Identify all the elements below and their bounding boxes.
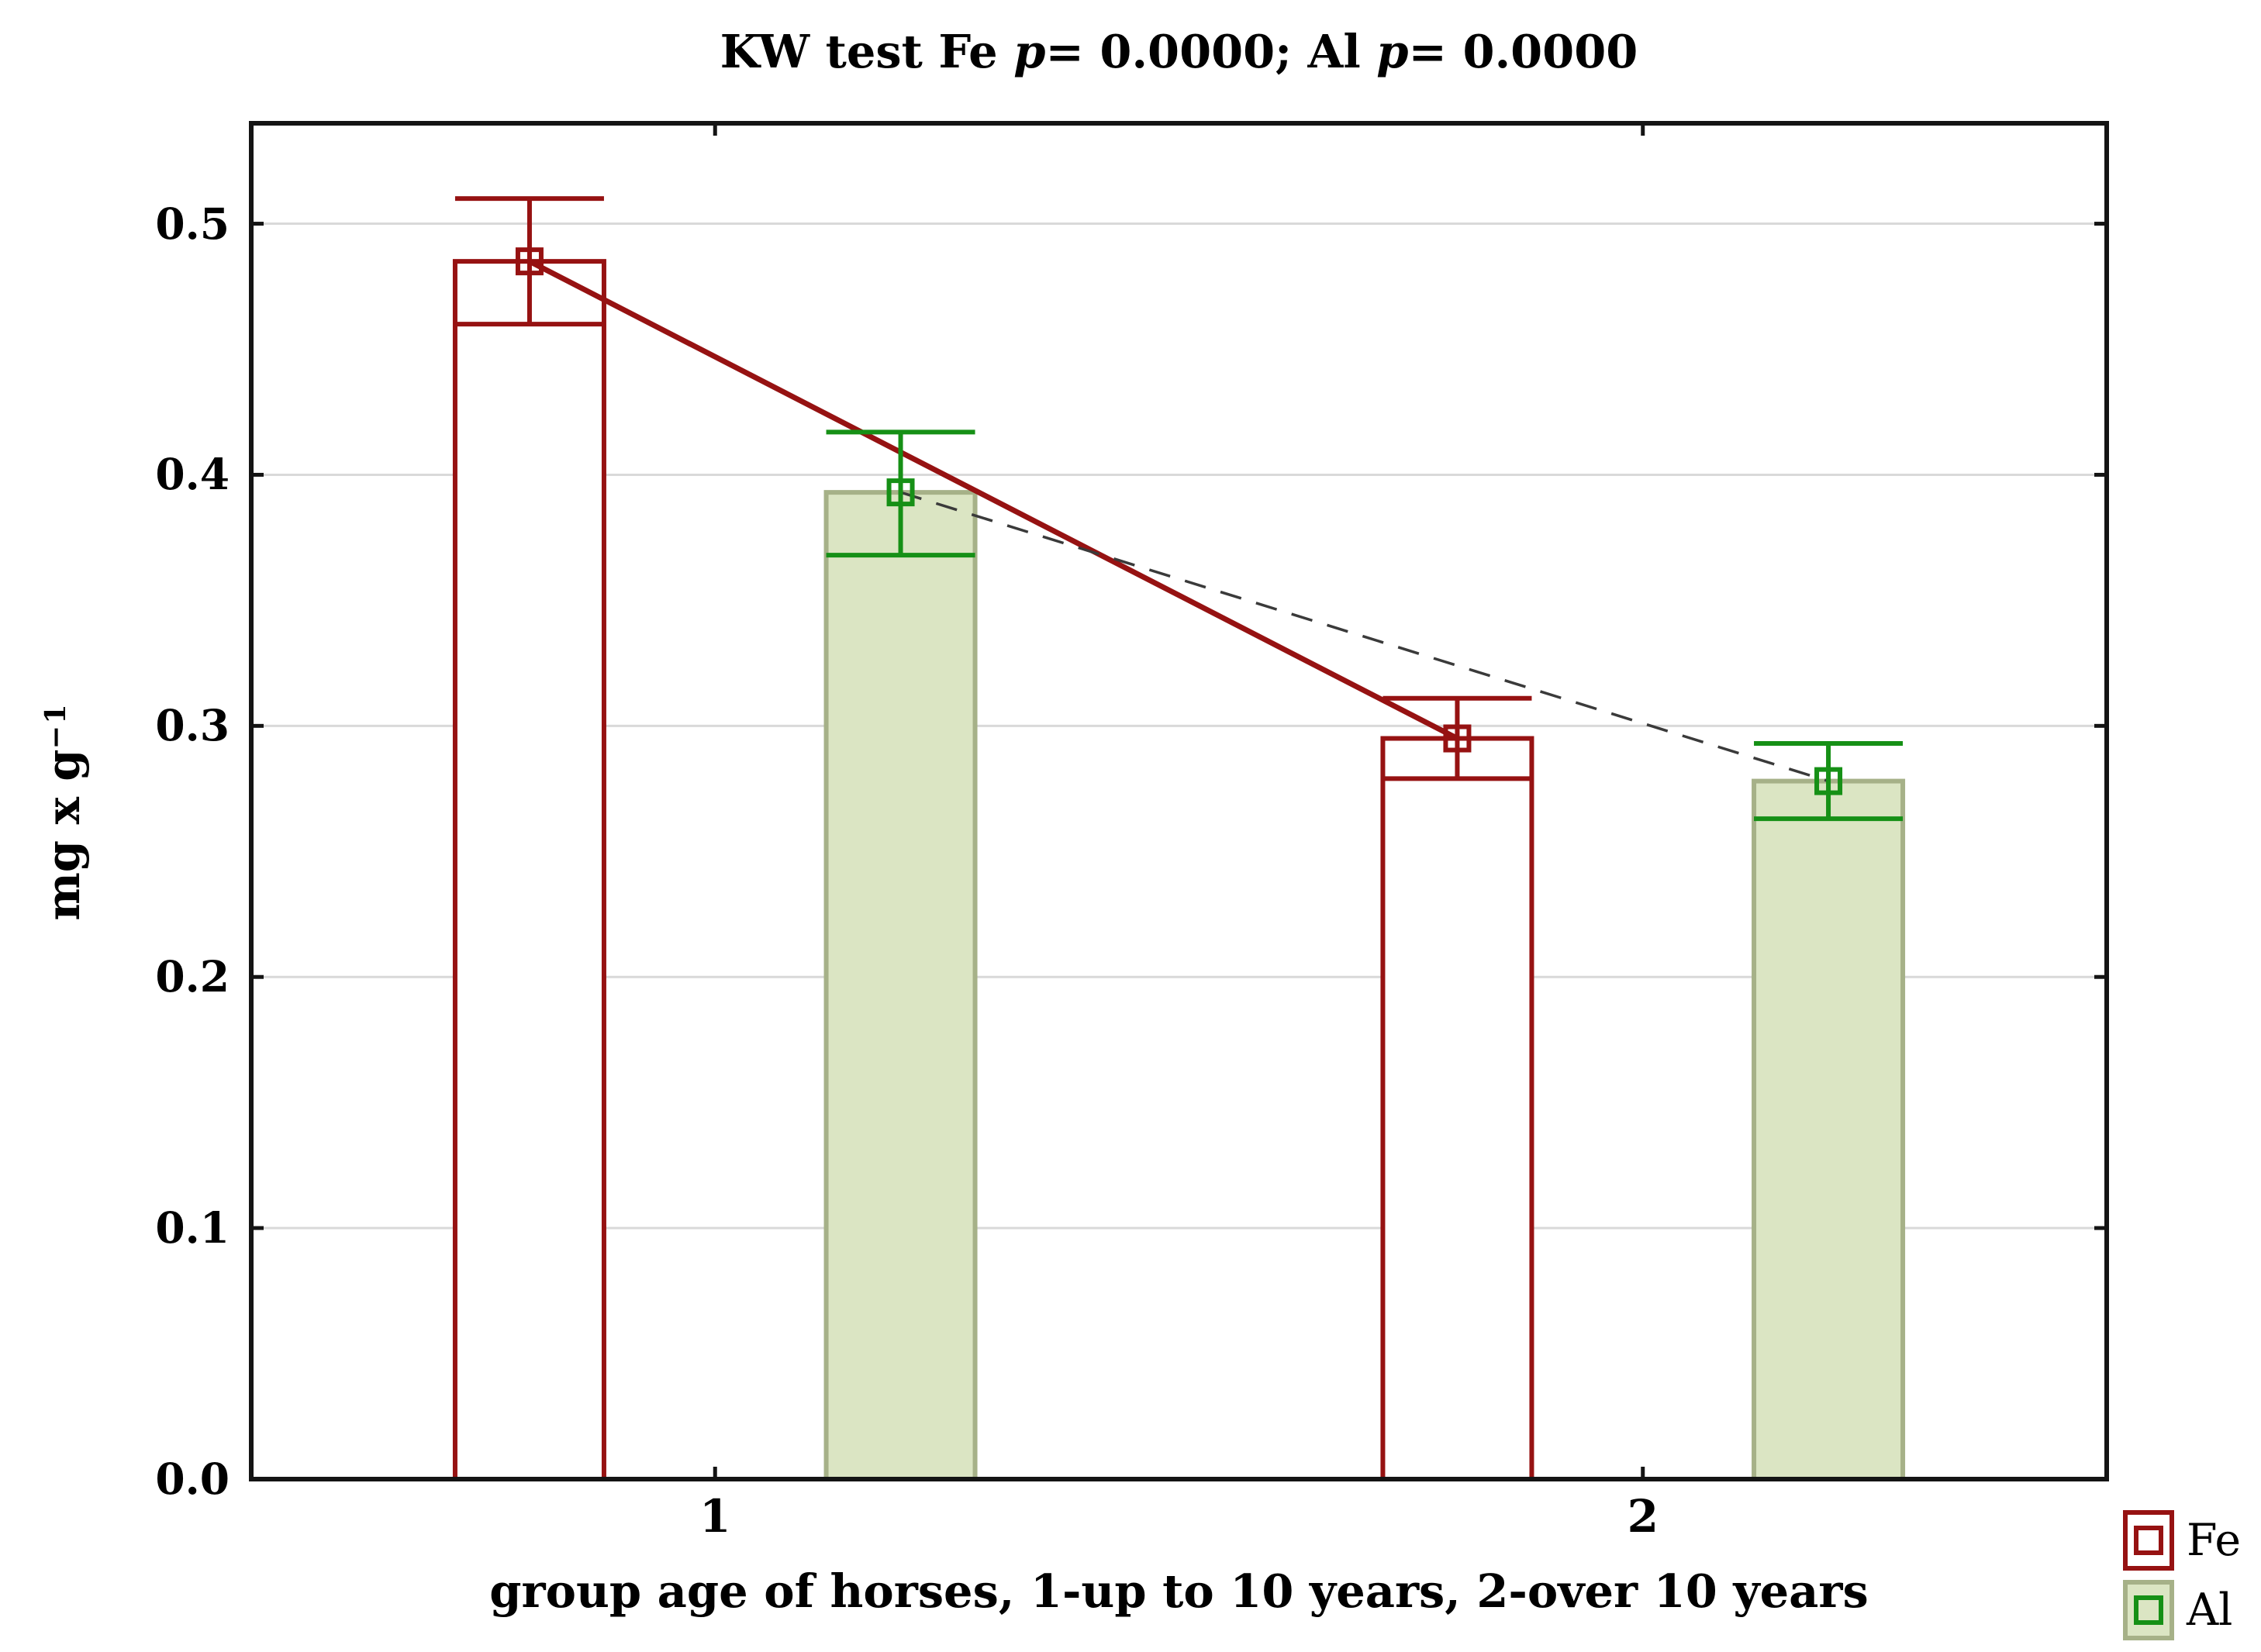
chart-title-part: p	[1013, 25, 1046, 78]
x-axis-title: group age of horses, 1-up to 10 years, 2…	[489, 1564, 1869, 1618]
marker-al-group2	[1814, 767, 1843, 795]
legend-swatch-fe-icon	[2123, 1510, 2174, 1571]
connector-line-fe	[528, 259, 1459, 741]
legend-marker-al-icon	[2134, 1595, 2163, 1625]
y-tick-label: 0.4	[155, 449, 230, 500]
y-tick-label: 0.5	[155, 198, 230, 249]
y-tick-label: 0.1	[155, 1202, 230, 1254]
chart-title: KW test Fe p= 0.0000; Al p= 0.0000	[251, 25, 2107, 78]
plot-border	[249, 121, 2109, 1481]
legend-marker-fe-icon	[2134, 1526, 2163, 1555]
legend-item-al: Al	[2123, 1580, 2241, 1640]
chart-title-part: KW test Fe	[720, 25, 1014, 78]
legend-swatch-al-icon	[2123, 1580, 2174, 1640]
legend: Fe Al	[2123, 1510, 2241, 1640]
legend-label-al: Al	[2187, 1585, 2233, 1636]
x-tick-label: 1	[699, 1490, 731, 1543]
chart-title-part: = 0.0000; Al	[1045, 25, 1377, 78]
y-tick-label: 0.3	[155, 700, 230, 751]
y-axis-title: mg x g−1	[36, 129, 106, 1494]
bar-al-group1	[823, 490, 978, 1481]
marker-al-group1	[886, 478, 915, 507]
legend-item-fe: Fe	[2123, 1510, 2241, 1571]
bar-fe-group2	[1380, 736, 1534, 1481]
bar-fe-group1	[452, 259, 606, 1481]
chart-title-part: = 0.0000	[1408, 25, 1638, 78]
legend-label-fe: Fe	[2187, 1515, 2242, 1566]
connector-line-al	[900, 491, 1829, 783]
y-tick-label: 0.0	[155, 1454, 230, 1504]
y-tick-label: 0.2	[155, 951, 230, 1002]
chart-title-part: p	[1376, 25, 1409, 78]
marker-fe-group1	[515, 247, 544, 276]
y-axis-title-text: mg x g	[36, 749, 90, 921]
marker-fe-group2	[1443, 724, 1472, 753]
x-tick-label: 2	[1627, 1490, 1659, 1543]
bar-al-group2	[1752, 778, 1906, 1481]
